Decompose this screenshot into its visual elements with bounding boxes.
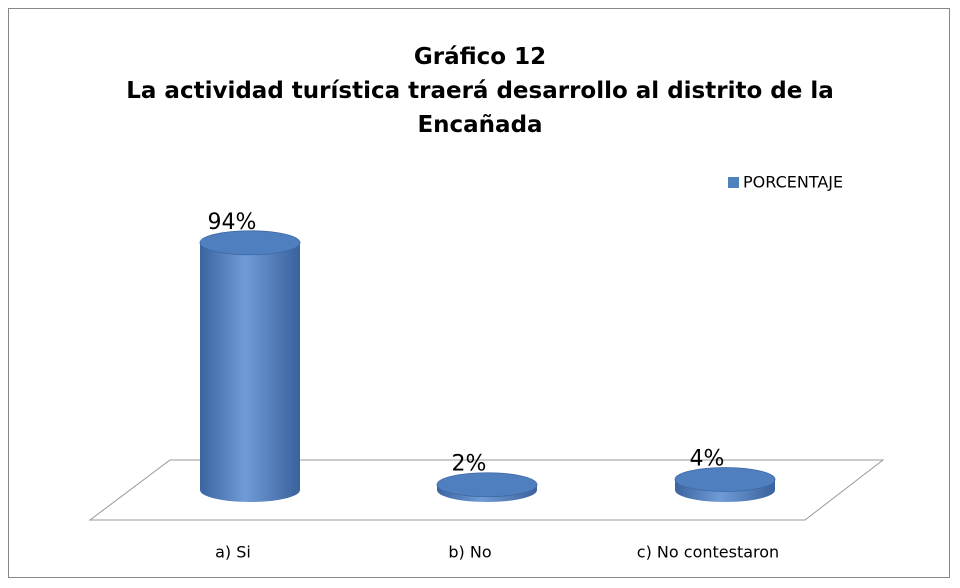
x-tick-label: b) No [448, 543, 491, 562]
x-tick-label: a) Si [215, 543, 251, 562]
legend-label: PORCENTAJE [743, 173, 843, 192]
cylinder-top [436, 472, 538, 498]
cylinder-top [199, 230, 301, 256]
cylinder-top [674, 467, 776, 492]
chart-subtitle: La actividad turística traerá desarrollo… [126, 78, 834, 138]
data-label: 2% [452, 452, 487, 477]
titles: Gráfico 12 La actividad turística traerá… [110, 40, 850, 142]
cylinder-body [200, 242, 300, 502]
chart-frame [8, 8, 950, 578]
chart-title: Gráfico 12 [413, 44, 547, 70]
legend-swatch [728, 177, 739, 188]
x-tick-label: c) No contestaron [637, 543, 779, 562]
data-label: 4% [690, 446, 725, 471]
data-label: 94% [208, 210, 257, 235]
